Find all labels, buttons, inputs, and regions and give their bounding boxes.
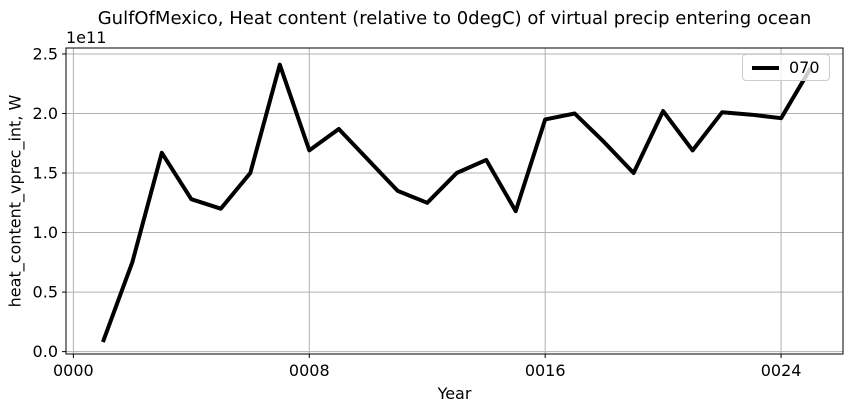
x-tick-label: 0008 — [289, 361, 330, 380]
x-tick-label: 0024 — [761, 361, 802, 380]
chart-title: GulfOfMexico, Heat content (relative to … — [97, 8, 812, 29]
y-tick-label: 0.5 — [33, 283, 58, 302]
y-tick-label: 1.5 — [33, 164, 58, 183]
x-axis-label: Year — [437, 384, 472, 403]
y-tick-label: 1.0 — [33, 223, 58, 242]
y-axis-offset-text: 1e11 — [66, 28, 107, 47]
legend-line-sample — [752, 65, 779, 70]
y-tick-label: 2.0 — [33, 104, 58, 123]
series-line-070 — [101, 62, 813, 343]
y-tick-label: 0.0 — [33, 342, 58, 361]
axes-frame — [65, 47, 844, 355]
legend: 070 — [742, 54, 830, 81]
x-tick-label: 0000 — [53, 361, 94, 380]
x-tick-label: 0016 — [525, 361, 566, 380]
y-tick-label: 2.5 — [33, 44, 58, 63]
legend-entry-label: 070 — [789, 57, 820, 77]
